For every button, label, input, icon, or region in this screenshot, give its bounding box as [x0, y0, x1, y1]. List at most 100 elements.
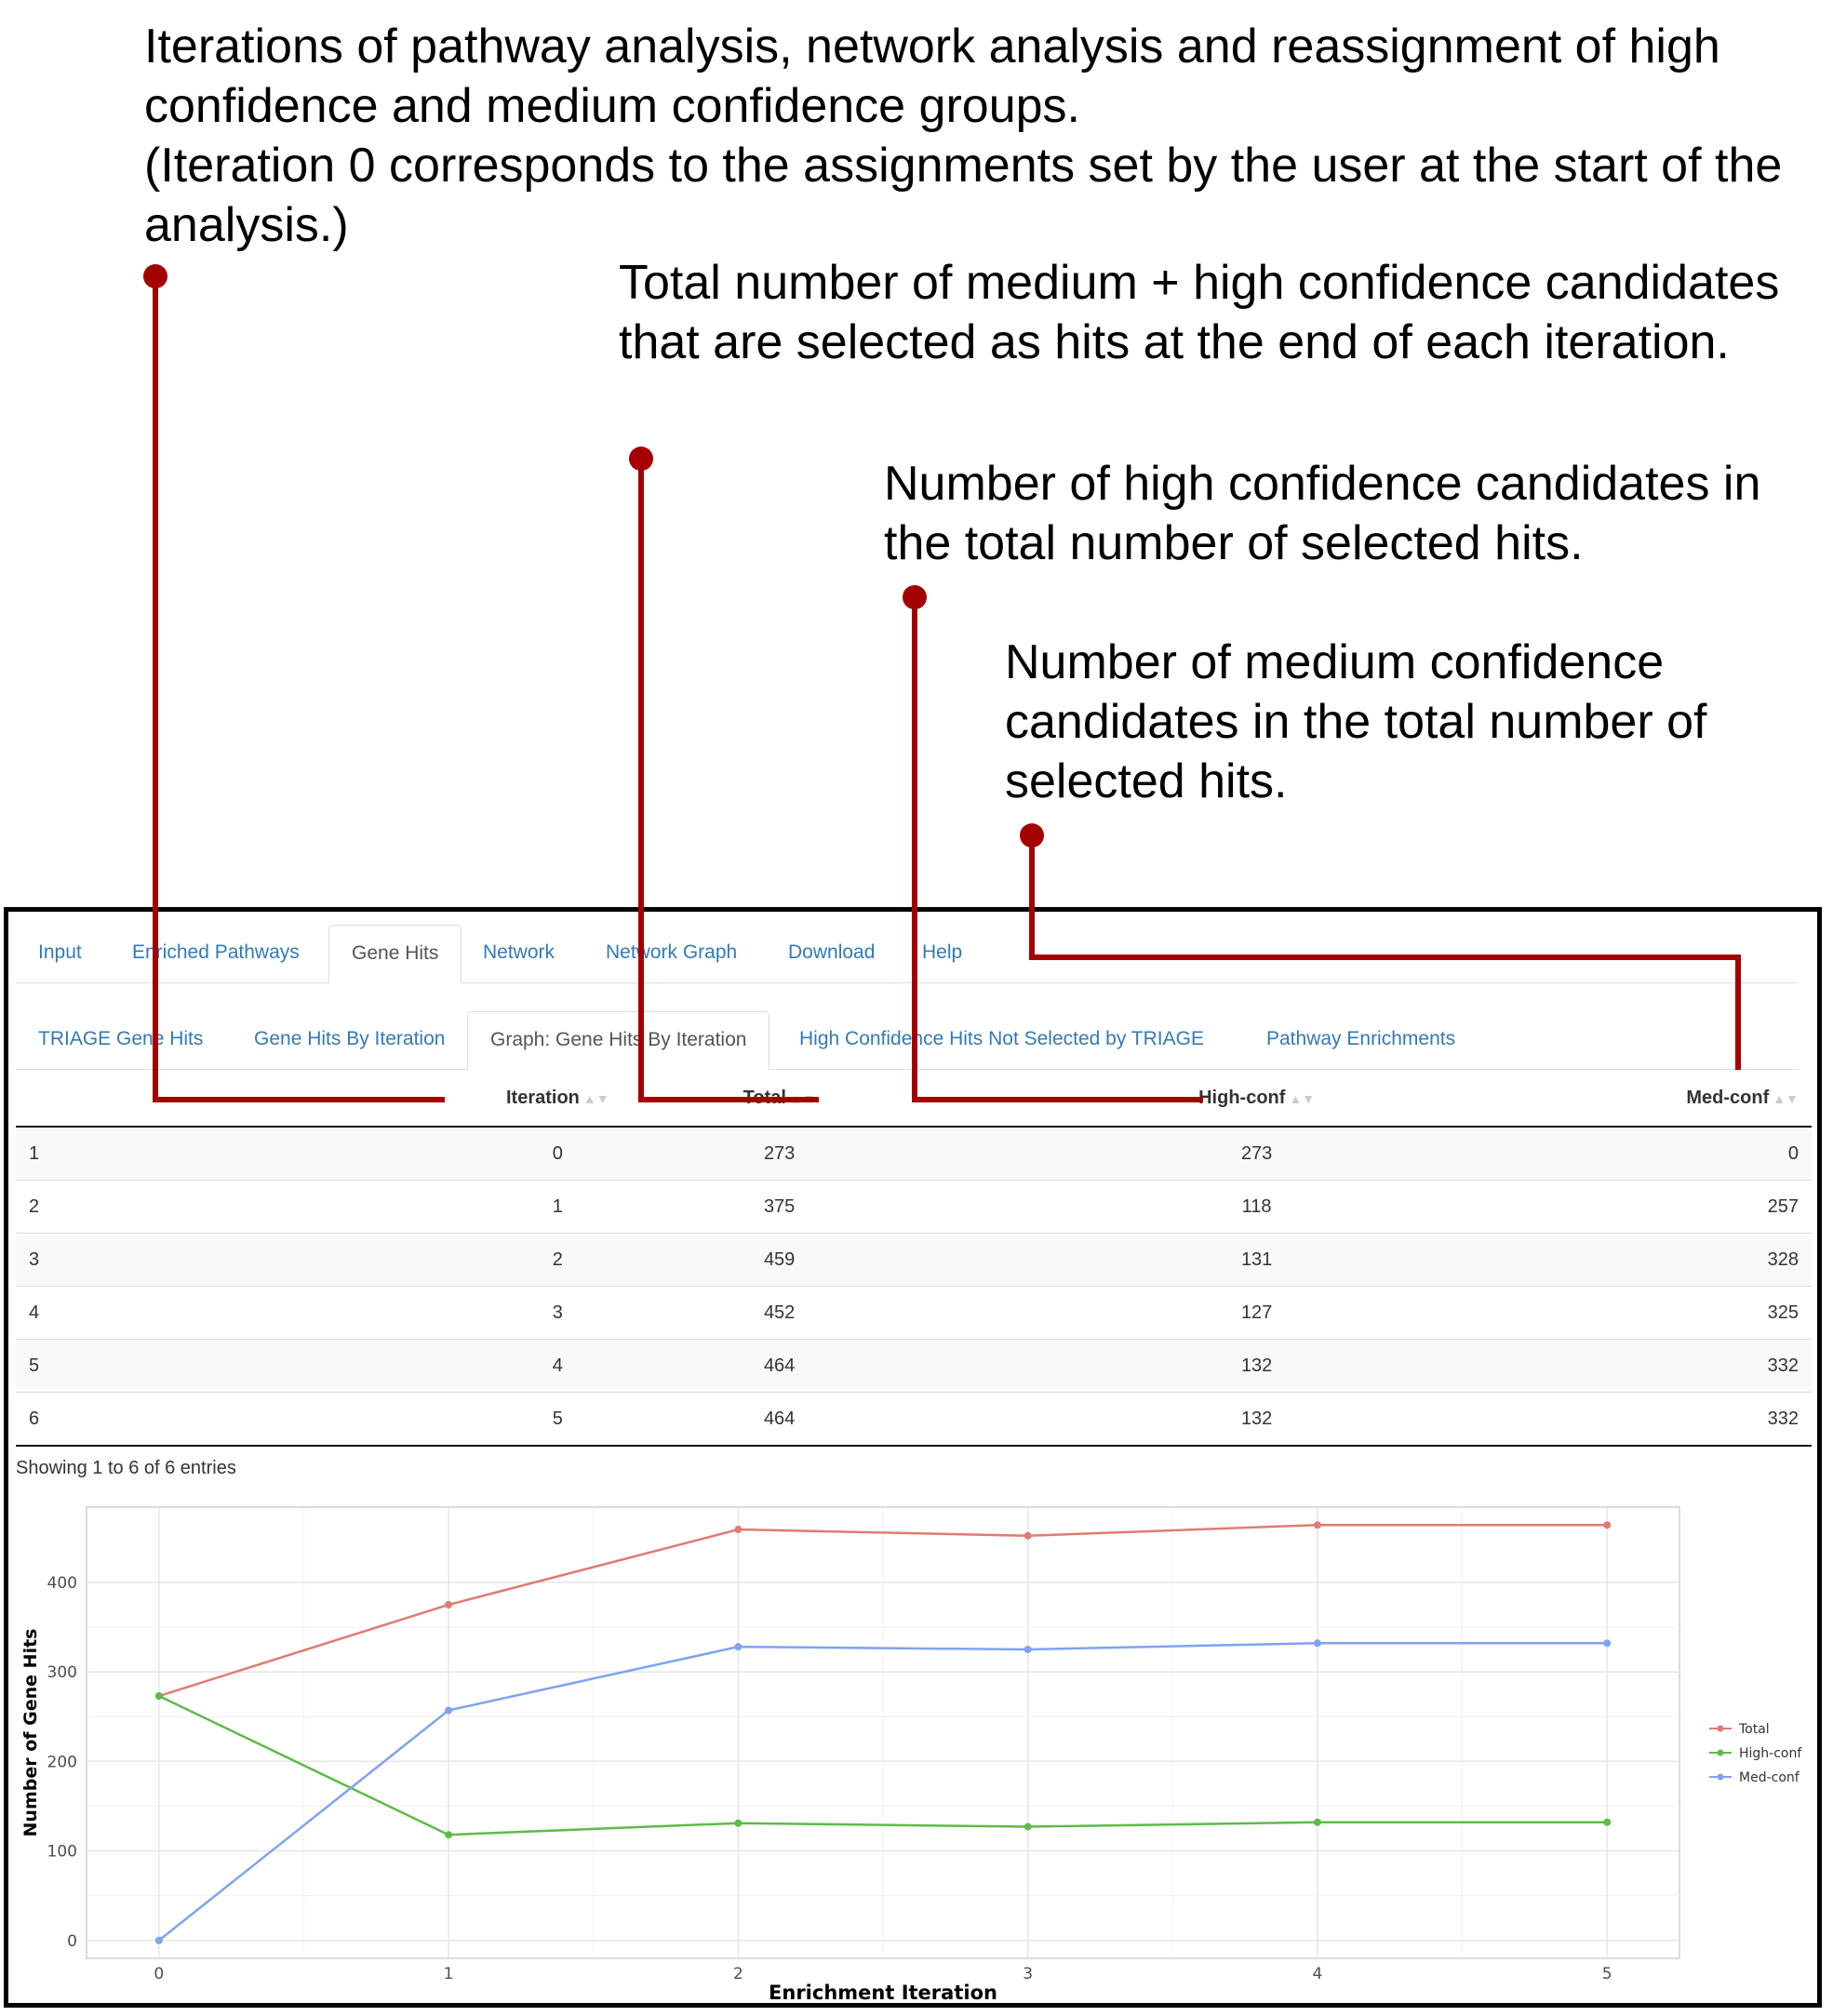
cell-total: 464 — [622, 1339, 937, 1393]
tab-network[interactable]: Network — [483, 941, 555, 963]
x-tick-label: 5 — [1602, 1965, 1612, 1983]
data-point — [1313, 1521, 1321, 1529]
data-point — [1603, 1818, 1612, 1826]
data-point — [1313, 1818, 1321, 1826]
data-point — [1313, 1639, 1321, 1648]
sort-icon: ▲▼ — [582, 1090, 609, 1106]
annotation-iterations-note: (Iteration 0 corresponds to the assignme… — [144, 139, 1783, 252]
cell-high-conf: 132 — [936, 1339, 1577, 1393]
data-point — [154, 1692, 163, 1701]
col-header-iteration[interactable]: Iteration ▲▼ — [493, 1070, 622, 1128]
data-point — [445, 1706, 453, 1715]
cell-med-conf: 332 — [1576, 1339, 1812, 1393]
x-axis-title: Enrichment Iteration — [769, 1982, 997, 2004]
cell-iteration: 3 — [493, 1286, 622, 1340]
data-point — [154, 1936, 163, 1944]
data-point — [734, 1643, 743, 1651]
sort-icon: ▲▼ — [1773, 1090, 1799, 1106]
data-point — [1024, 1531, 1032, 1540]
data-point — [1603, 1639, 1612, 1648]
table-info: Showing 1 to 6 of 6 entries — [16, 1458, 236, 1478]
cell-med-conf: 257 — [1576, 1180, 1812, 1234]
tab-pathway-enrichments[interactable]: Pathway Enrichments — [1266, 1028, 1456, 1049]
cell-high-conf: 131 — [936, 1233, 1577, 1287]
cell-iteration: 1 — [493, 1180, 622, 1234]
col-header-high-conf-label: High-conf — [1198, 1087, 1286, 1108]
x-tick-label: 0 — [154, 1965, 164, 1983]
series-line — [158, 1523, 1608, 1698]
legend-key-point — [1717, 1749, 1724, 1756]
cell-iteration: 2 — [493, 1233, 622, 1287]
legend-label: High-conf — [1739, 1746, 1802, 1761]
annotation-total: Total number of medium + high confidence… — [619, 256, 1780, 369]
cell-total: 452 — [622, 1286, 937, 1340]
cell-med-conf: 325 — [1576, 1286, 1812, 1340]
cell-index: 4 — [16, 1286, 493, 1340]
x-tick-label: 4 — [1312, 1965, 1322, 1983]
y-tick-label: 300 — [47, 1663, 77, 1682]
col-header-total[interactable]: Total ▲▼ — [622, 1070, 937, 1128]
tab-enriched-pathways[interactable]: Enriched Pathways — [132, 941, 300, 963]
col-header-med-conf[interactable]: Med-conf ▲▼ — [1576, 1070, 1812, 1128]
cell-iteration: 0 — [493, 1127, 622, 1181]
callout-dot-high-conf — [903, 585, 927, 609]
cell-high-conf: 118 — [936, 1180, 1577, 1234]
cell-med-conf: 328 — [1576, 1233, 1812, 1287]
col-header-high-conf[interactable]: High-conf ▲▼ — [936, 1070, 1577, 1128]
y-tick-label: 0 — [67, 1932, 77, 1951]
y-tick-label: 400 — [47, 1574, 77, 1593]
tab-download[interactable]: Download — [788, 941, 876, 963]
table-row: 3 2 459 131 328 — [16, 1233, 1812, 1287]
legend-label: Med-conf — [1739, 1770, 1800, 1785]
table-header-row: Iteration ▲▼ Total ▲▼ High-conf ▲▼ Med-conf… — [16, 1070, 1812, 1128]
tab-network-graph[interactable]: Network Graph — [606, 941, 738, 963]
tab-help[interactable]: Help — [922, 941, 963, 963]
y-axis-title: Number of Gene Hits — [20, 1629, 41, 1837]
tab-triage-gene-hits[interactable]: TRIAGE Gene Hits — [38, 1028, 204, 1049]
cell-index: 1 — [16, 1127, 493, 1181]
main-tab-bar: Input Enriched Pathways Gene Hits Networ… — [16, 925, 1799, 983]
cell-total: 464 — [622, 1392, 937, 1447]
cell-index: 6 — [16, 1392, 493, 1447]
cell-med-conf: 332 — [1576, 1392, 1812, 1447]
x-tick-label: 3 — [1023, 1965, 1033, 1983]
tab-high-conf-not-selected[interactable]: High Confidence Hits Not Selected by TRI… — [799, 1028, 1204, 1049]
cell-iteration: 4 — [493, 1339, 622, 1393]
data-point — [445, 1831, 453, 1839]
sub-tab-bar: TRIAGE Gene Hits Gene Hits By Iteration … — [16, 1011, 1799, 1070]
series-line — [158, 1694, 1608, 1836]
col-header-total-label: Total — [743, 1087, 786, 1108]
gene-hits-table: Iteration ▲▼ Total ▲▼ High-conf ▲▼ Med-conf… — [16, 1070, 1812, 1447]
gene-hits-line-chart: 0 100 200 300 400 0 1 2 3 4 5 Enrichment Iteration N… — [20, 1506, 1802, 2004]
data-point — [734, 1526, 743, 1534]
col-header-index[interactable] — [16, 1070, 493, 1128]
cell-high-conf: 132 — [936, 1392, 1577, 1447]
y-tick-label: 200 — [47, 1753, 77, 1771]
tab-gene-hits-by-iteration[interactable]: Gene Hits By Iteration — [254, 1028, 446, 1049]
table-row: 5 4 464 132 332 — [16, 1339, 1812, 1393]
data-point — [1603, 1521, 1612, 1529]
data-point — [1024, 1646, 1032, 1654]
cell-med-conf: 0 — [1576, 1127, 1812, 1181]
table-row: 2 1 375 118 257 — [16, 1180, 1812, 1234]
table-row: 1 0 273 273 0 — [16, 1127, 1812, 1181]
annotation-med-conf: Number of medium confidence candidates i… — [1005, 635, 1707, 808]
legend-key-point — [1717, 1773, 1724, 1781]
y-tick-label: 100 — [47, 1843, 77, 1862]
col-header-med-conf-label: Med-conf — [1686, 1087, 1770, 1108]
tab-input[interactable]: Input — [38, 941, 82, 963]
app-screenshot-frame: Input Enriched Pathways Gene Hits Networ… — [4, 907, 1822, 2008]
data-point — [734, 1819, 743, 1827]
col-header-iteration-label: Iteration — [506, 1087, 580, 1108]
callout-dot-total — [629, 447, 653, 471]
tab-graph-gene-hits-by-iteration[interactable]: Graph: Gene Hits By Iteration — [467, 1011, 770, 1070]
x-tick-label: 1 — [444, 1965, 454, 1983]
cell-high-conf: 127 — [936, 1286, 1577, 1340]
annotation-high-conf: Number of high confidence candidates in … — [884, 457, 1761, 570]
callout-dot-iteration — [143, 264, 167, 288]
data-point — [445, 1600, 453, 1609]
legend-key-point — [1717, 1725, 1724, 1732]
cell-index: 5 — [16, 1339, 493, 1393]
cell-total: 459 — [622, 1233, 937, 1287]
tab-gene-hits[interactable]: Gene Hits — [328, 925, 462, 983]
